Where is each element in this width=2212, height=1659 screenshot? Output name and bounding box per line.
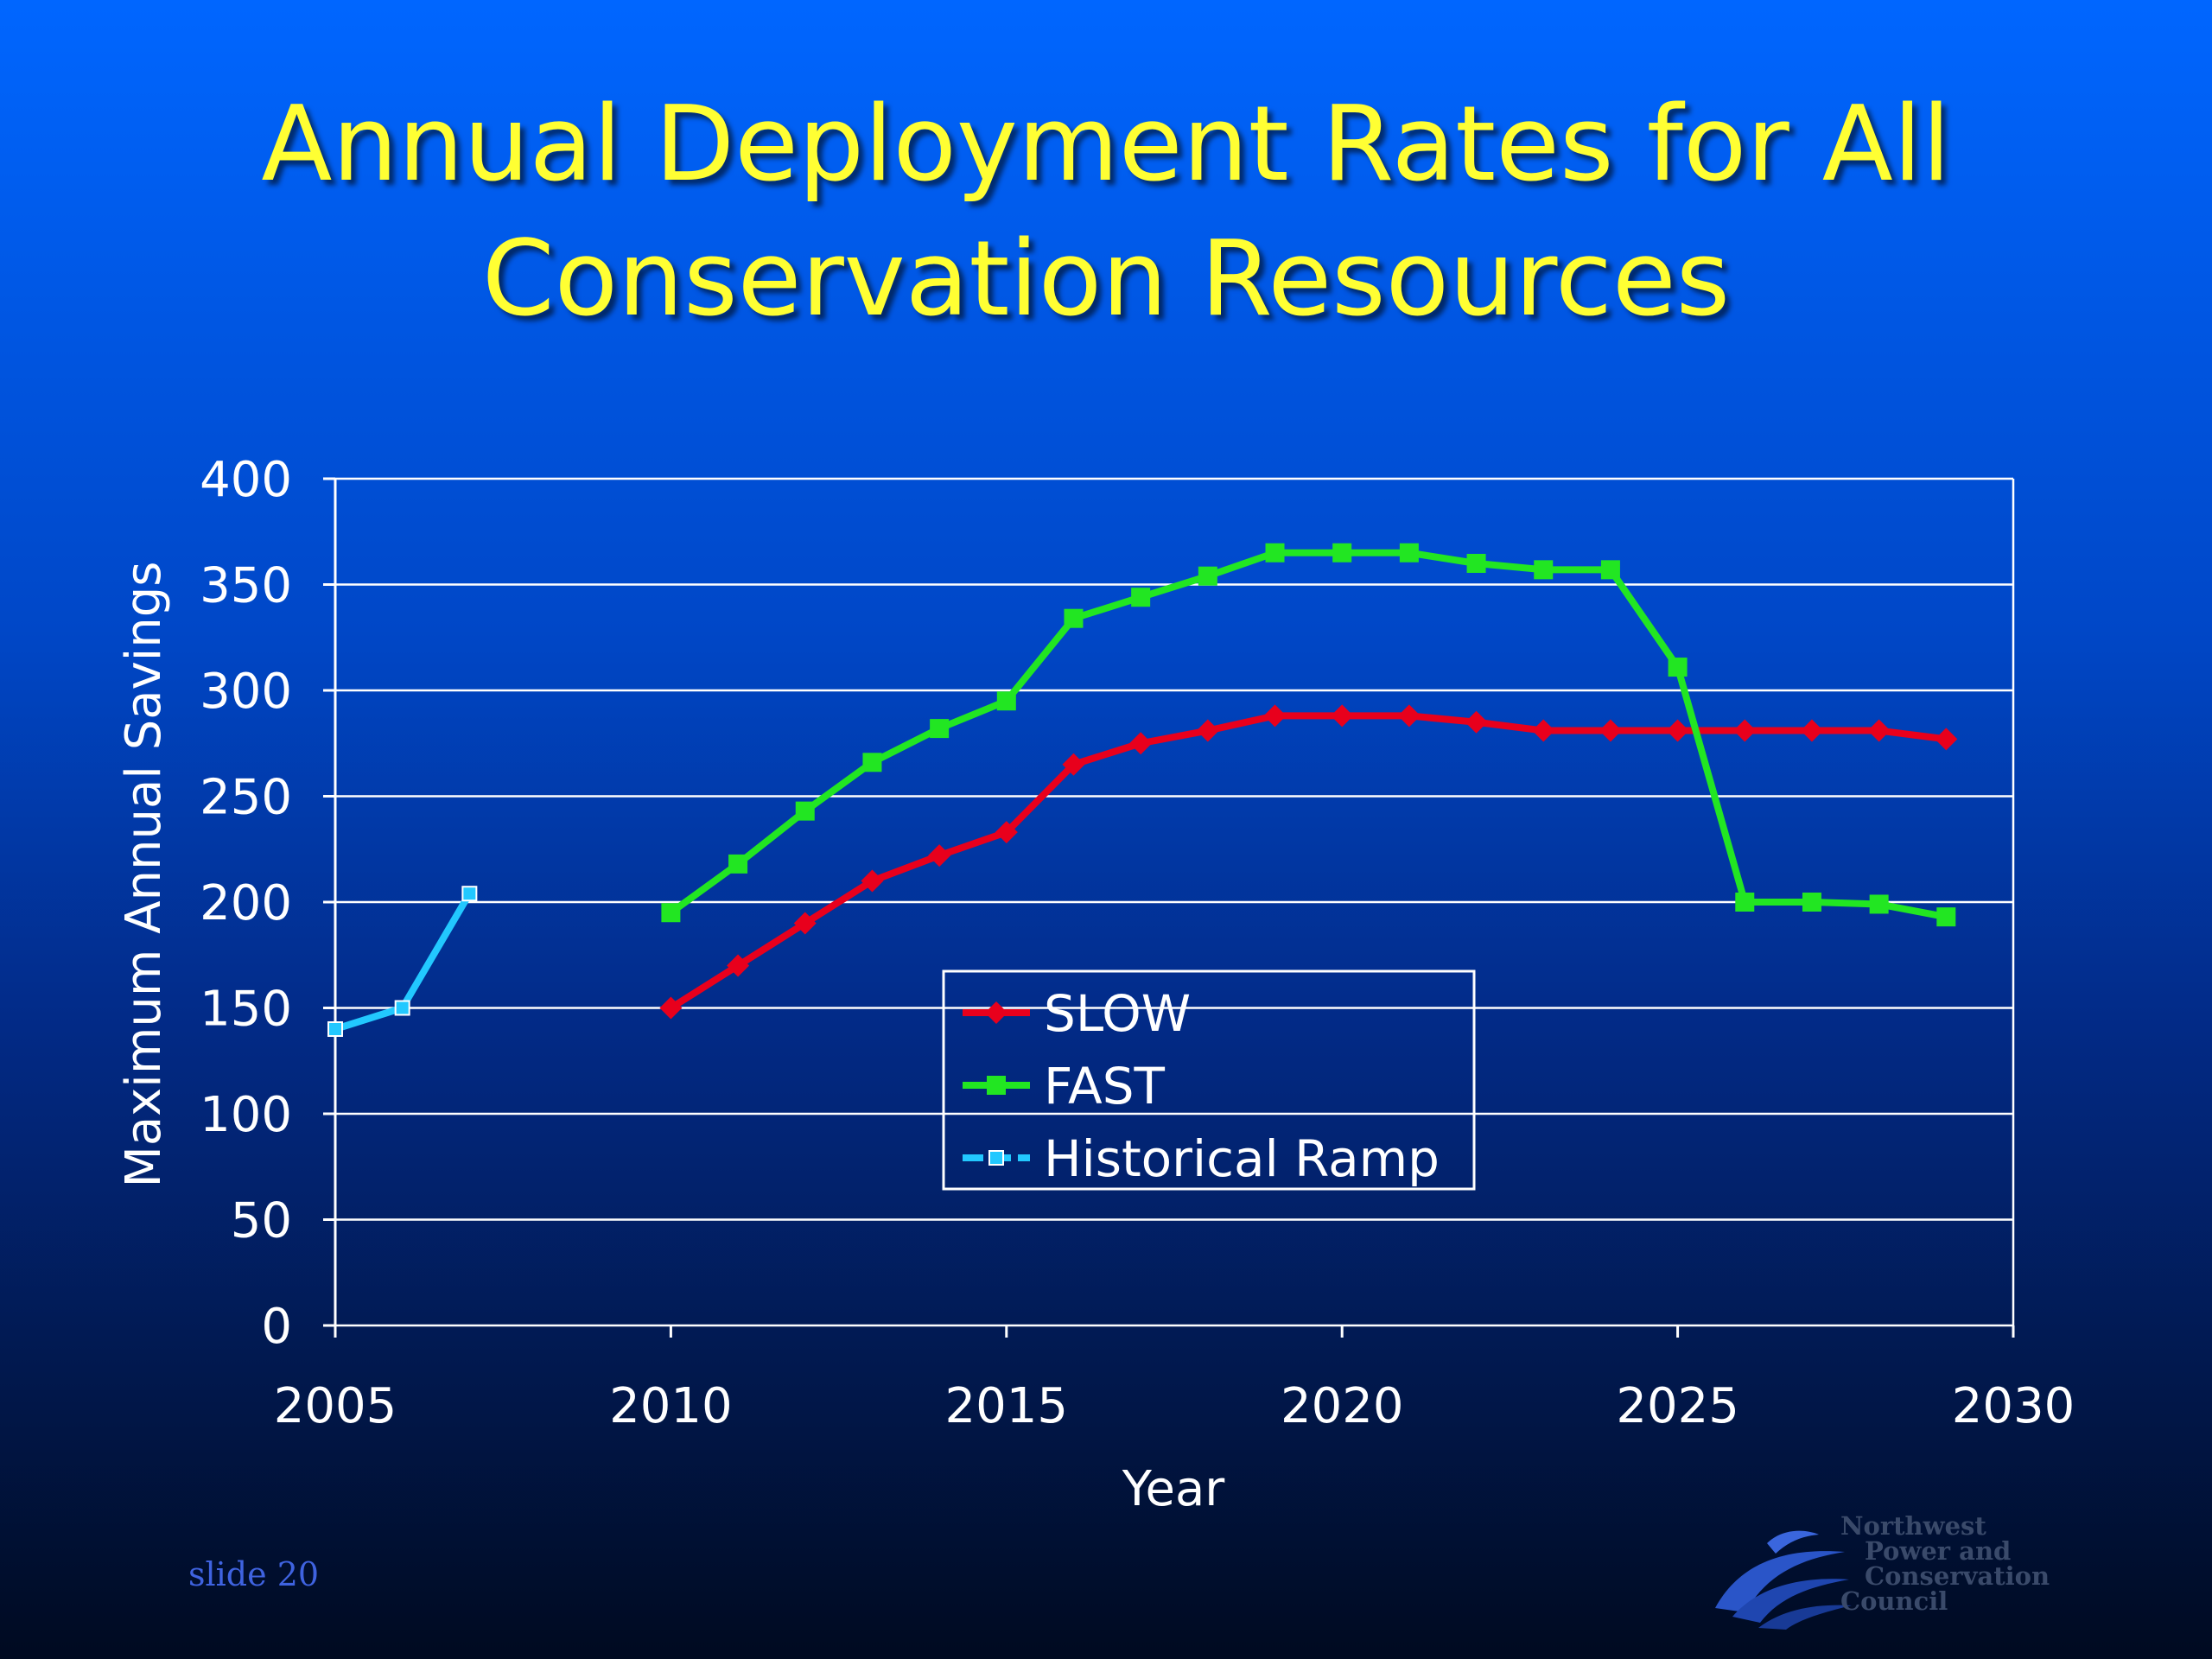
data-point-2-0 <box>327 1021 343 1037</box>
legend-label-1: FAST <box>1044 1057 1166 1116</box>
data-point-1-15 <box>1668 658 1688 677</box>
series-line-1 <box>669 549 1948 921</box>
data-point-1-14 <box>1600 560 1620 580</box>
y-axis-tick-labels: 0 50 100 150 200 250 300 350 400 <box>200 452 292 1355</box>
data-point-1-0 <box>661 903 681 923</box>
x-axis-title: Year <box>1122 1461 1226 1517</box>
data-point-0-4 <box>928 844 951 868</box>
series-fast <box>661 543 1956 927</box>
slide-title: Annual Deployment Rates for All Conserva… <box>0 78 2212 347</box>
y-tick-label-0: 0 <box>261 1299 292 1355</box>
data-point-1-10 <box>1332 543 1352 563</box>
data-point-1-11 <box>1399 543 1419 563</box>
data-point-0-5 <box>995 821 1018 844</box>
data-point-0-8 <box>1196 719 1219 742</box>
data-point-0-9 <box>1263 704 1287 728</box>
data-point-0-13 <box>1532 719 1555 742</box>
legend-entry-1: FAST <box>963 1057 1166 1116</box>
data-point-1-18 <box>1869 894 1889 914</box>
chart-series <box>327 543 1958 1037</box>
data-point-1-5 <box>996 691 1016 711</box>
slide-number: slide 20 <box>188 1555 320 1593</box>
slide-title-line-1: Annual Deployment Rates for All <box>261 85 1951 205</box>
data-point-0-17 <box>1800 719 1823 742</box>
x-tick-label-3: 2020 <box>1281 1378 1404 1434</box>
chart-gridlines <box>323 477 2015 1338</box>
data-point-1-4 <box>930 719 950 739</box>
x-tick-label-1: 2010 <box>609 1378 733 1434</box>
data-point-1-16 <box>1735 893 1755 912</box>
y-tick-label-6: 300 <box>200 664 292 720</box>
y-tick-label-2: 100 <box>200 1087 292 1143</box>
data-point-0-0 <box>659 996 683 1020</box>
x-axis-tick-labels: 2005 2010 2015 2020 2025 2030 <box>274 1378 2075 1434</box>
series-slow <box>659 704 1958 1020</box>
logo-text: Northwest Power and Conservation Council <box>1840 1514 2050 1614</box>
legend-swatch-marker-2 <box>988 1150 1004 1166</box>
data-point-0-16 <box>1733 719 1757 742</box>
data-point-1-8 <box>1198 566 1217 586</box>
data-point-1-2 <box>795 801 815 821</box>
data-point-1-19 <box>1936 907 1956 927</box>
data-point-0-12 <box>1465 710 1488 734</box>
legend-label-2: Historical Ramp <box>1044 1129 1440 1188</box>
logo-line-4: Council <box>1840 1586 1948 1616</box>
data-point-0-15 <box>1666 719 1689 742</box>
data-point-1-17 <box>1802 893 1821 912</box>
y-tick-label-3: 150 <box>200 982 292 1038</box>
series-line-0 <box>669 712 1947 1011</box>
y-tick-label-5: 250 <box>200 770 292 826</box>
y-tick-label-1: 50 <box>231 1193 292 1249</box>
data-point-2-2 <box>461 886 478 902</box>
council-logo: Northwest Power and Conservation Council <box>1707 1514 2069 1630</box>
data-point-1-12 <box>1466 554 1486 573</box>
legend-label-0: SLOW <box>1044 984 1191 1043</box>
data-point-0-11 <box>1397 704 1421 728</box>
legend-box <box>942 969 1476 1191</box>
x-tick-label-4: 2025 <box>1616 1378 1739 1434</box>
data-point-0-6 <box>1062 753 1085 776</box>
data-point-1-1 <box>728 854 748 874</box>
data-point-0-19 <box>1935 728 1958 751</box>
x-tick-label-2: 2015 <box>945 1378 1069 1434</box>
data-point-1-9 <box>1265 543 1285 563</box>
legend-swatch-marker-0 <box>985 1001 1007 1024</box>
data-point-0-1 <box>727 954 750 977</box>
data-point-1-3 <box>862 753 882 772</box>
legend-entry-0: SLOW <box>963 984 1191 1043</box>
x-tick-label-5: 2030 <box>1952 1378 2075 1434</box>
y-axis-title: Maximum Annual Savings <box>116 562 172 1188</box>
y-tick-label-8: 400 <box>200 452 292 508</box>
series-historical-ramp <box>327 886 478 1037</box>
data-point-2-1 <box>394 1000 410 1016</box>
data-point-1-6 <box>1064 608 1084 628</box>
data-point-0-10 <box>1331 704 1354 728</box>
data-point-0-7 <box>1129 732 1153 755</box>
chart-legend: SLOW FAST Historical Ramp <box>942 969 1476 1191</box>
logo-line-1: Northwest <box>1840 1511 1986 1541</box>
legend-entry-2: Historical Ramp <box>963 1129 1440 1188</box>
data-point-0-3 <box>861 869 884 893</box>
data-point-0-2 <box>793 912 817 935</box>
y-tick-label-7: 350 <box>200 558 292 614</box>
waves-bird-icon <box>1715 1530 1852 1630</box>
slide-title-line-2: Conservation Resources <box>481 219 1731 340</box>
x-tick-label-0: 2005 <box>274 1378 397 1434</box>
logo-line-2: Power and <box>1865 1536 2012 1566</box>
data-point-1-7 <box>1131 588 1151 607</box>
data-point-0-14 <box>1599 719 1622 742</box>
y-tick-label-4: 200 <box>200 875 292 931</box>
legend-swatch-marker-1 <box>987 1076 1006 1095</box>
logo-line-3: Conservation <box>1865 1561 2050 1591</box>
data-point-0-18 <box>1867 719 1891 742</box>
data-point-1-13 <box>1534 560 1554 580</box>
